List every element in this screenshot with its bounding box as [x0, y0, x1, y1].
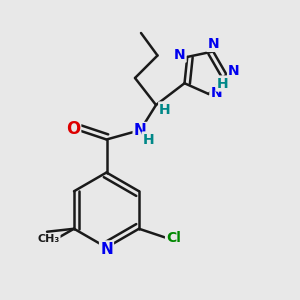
Text: N: N — [210, 85, 222, 100]
Text: N: N — [134, 123, 146, 138]
Text: N: N — [100, 242, 113, 256]
Text: Cl: Cl — [166, 231, 181, 245]
Text: N: N — [174, 47, 186, 61]
Text: H: H — [216, 76, 228, 91]
Text: N: N — [228, 64, 240, 78]
Text: H: H — [159, 103, 171, 116]
Text: O: O — [66, 120, 80, 138]
Text: N: N — [207, 37, 219, 51]
Text: H: H — [143, 133, 154, 146]
Text: CH₃: CH₃ — [38, 234, 60, 244]
